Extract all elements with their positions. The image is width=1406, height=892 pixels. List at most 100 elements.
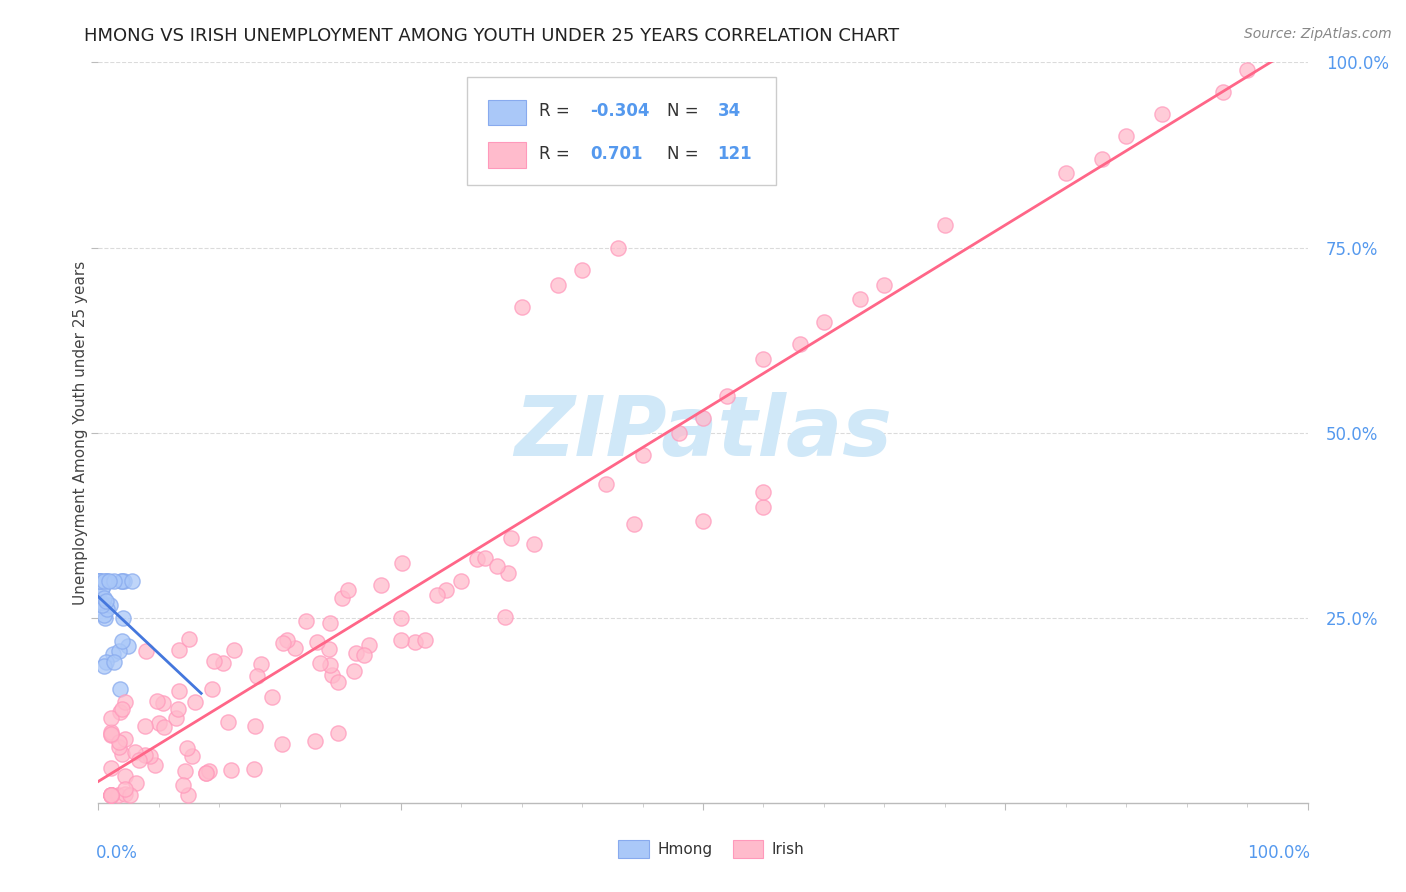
Point	[849, 293, 872, 307]
Point	[124, 745, 146, 759]
Point	[152, 697, 174, 711]
Point	[319, 615, 342, 630]
Point	[271, 636, 294, 650]
FancyBboxPatch shape	[619, 840, 648, 858]
Point	[260, 690, 283, 704]
Point	[87, 574, 110, 588]
Point	[125, 776, 148, 790]
Point	[90, 574, 112, 588]
Point	[198, 764, 221, 778]
Point	[177, 789, 200, 803]
Point	[510, 300, 533, 314]
Point	[873, 277, 896, 292]
Point	[474, 551, 496, 566]
Point	[114, 769, 136, 783]
Point	[177, 632, 200, 646]
FancyBboxPatch shape	[488, 143, 526, 168]
Point	[284, 640, 307, 655]
Point	[184, 695, 207, 709]
Y-axis label: Unemployment Among Youth under 25 years: Unemployment Among Youth under 25 years	[73, 260, 87, 605]
Point	[224, 643, 246, 657]
Point	[100, 726, 122, 740]
Point	[93, 574, 115, 588]
Point	[308, 657, 330, 671]
Point	[270, 737, 292, 751]
Point	[143, 758, 166, 772]
Point	[100, 762, 122, 776]
Point	[166, 702, 188, 716]
Point	[93, 591, 115, 606]
Point	[413, 632, 436, 647]
Point	[250, 657, 273, 671]
FancyBboxPatch shape	[467, 78, 776, 185]
Point	[494, 609, 516, 624]
Point	[93, 659, 115, 673]
Point	[571, 262, 593, 277]
Point	[202, 654, 225, 668]
Point	[111, 634, 134, 648]
Point	[108, 740, 131, 755]
Point	[404, 635, 426, 649]
Point	[1212, 85, 1234, 99]
Point	[96, 594, 118, 608]
Point	[716, 388, 738, 402]
Point	[114, 781, 136, 796]
Point	[326, 674, 349, 689]
Point	[94, 611, 117, 625]
Point	[96, 574, 118, 588]
Point	[195, 765, 218, 780]
Text: R =: R =	[538, 103, 575, 120]
Point	[426, 589, 449, 603]
Point	[135, 643, 157, 657]
Point	[89, 574, 111, 588]
Point	[96, 602, 118, 616]
Text: -0.304: -0.304	[591, 103, 650, 120]
Point	[87, 574, 110, 588]
Point	[169, 643, 191, 657]
Point	[167, 684, 190, 698]
Point	[211, 656, 233, 670]
Text: 0.701: 0.701	[591, 145, 643, 162]
Point	[173, 764, 195, 779]
Point	[87, 595, 110, 609]
Text: HMONG VS IRISH UNEMPLOYMENT AMONG YOUTH UNDER 25 YEARS CORRELATION CHART: HMONG VS IRISH UNEMPLOYMENT AMONG YOUTH …	[84, 27, 900, 45]
Point	[114, 788, 136, 802]
Text: 121: 121	[717, 145, 752, 162]
Point	[181, 749, 204, 764]
Point	[326, 726, 349, 740]
Point	[100, 789, 122, 803]
Point	[100, 789, 122, 803]
Point	[108, 706, 131, 720]
Point	[246, 669, 269, 683]
Point	[813, 314, 835, 328]
Point	[243, 762, 266, 776]
Point	[139, 749, 162, 764]
Text: R =: R =	[538, 145, 575, 162]
Point	[221, 763, 243, 777]
Point	[467, 552, 489, 566]
Text: ZIPatlas: ZIPatlas	[515, 392, 891, 473]
Point	[100, 789, 122, 803]
Point	[595, 477, 617, 491]
Point	[496, 566, 519, 580]
Point	[134, 719, 156, 733]
Text: Hmong: Hmong	[657, 842, 713, 857]
Point	[318, 641, 340, 656]
Point	[103, 574, 125, 588]
Point	[112, 574, 135, 588]
Point	[176, 740, 198, 755]
Point	[343, 665, 366, 679]
Point	[752, 484, 775, 499]
Point	[93, 607, 115, 622]
Point	[330, 591, 353, 606]
Point	[501, 531, 523, 545]
Point	[148, 716, 170, 731]
FancyBboxPatch shape	[734, 840, 763, 858]
Point	[91, 581, 114, 595]
Point	[692, 515, 714, 529]
Point	[1115, 129, 1137, 144]
Point	[304, 734, 326, 748]
Text: N =: N =	[666, 145, 703, 162]
Point	[94, 574, 117, 588]
Point	[120, 789, 142, 803]
